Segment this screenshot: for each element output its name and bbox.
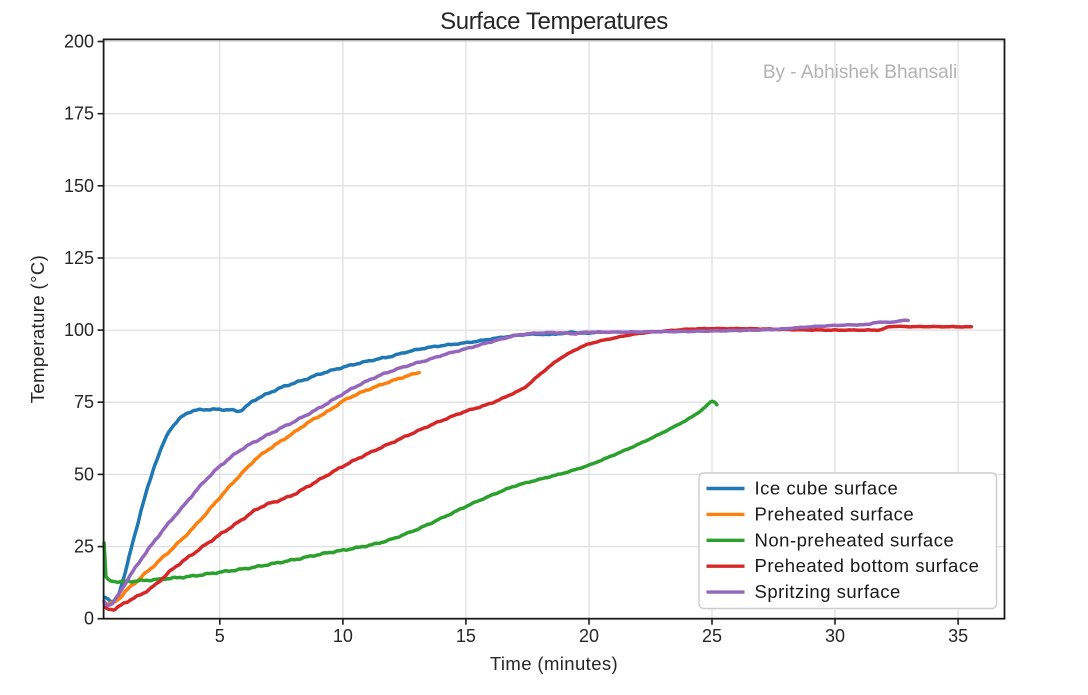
svg-text:125: 125	[64, 248, 94, 268]
svg-text:Preheated bottom surface: Preheated bottom surface	[755, 555, 980, 576]
svg-text:15: 15	[456, 626, 476, 646]
svg-text:150: 150	[64, 176, 94, 196]
svg-text:Temperature (°C): Temperature (°C)	[27, 255, 48, 403]
svg-text:35: 35	[948, 626, 968, 646]
svg-text:0: 0	[84, 609, 94, 629]
svg-text:Spritzing surface: Spritzing surface	[755, 581, 901, 602]
svg-text:75: 75	[74, 392, 94, 412]
svg-text:50: 50	[74, 464, 94, 484]
svg-text:25: 25	[702, 626, 722, 646]
svg-text:Time (minutes): Time (minutes)	[490, 653, 618, 674]
svg-text:100: 100	[64, 320, 94, 340]
svg-text:20: 20	[579, 626, 599, 646]
svg-text:Non-preheated surface: Non-preheated surface	[755, 529, 955, 550]
svg-text:Surface Temperatures: Surface Temperatures	[440, 8, 668, 35]
svg-text:10: 10	[333, 626, 353, 646]
svg-text:25: 25	[74, 537, 94, 557]
svg-text:Preheated surface: Preheated surface	[755, 503, 915, 524]
svg-text:Ice cube surface: Ice cube surface	[755, 478, 899, 499]
svg-text:30: 30	[825, 626, 845, 646]
svg-text:200: 200	[64, 32, 94, 52]
svg-text:175: 175	[64, 104, 94, 124]
svg-text:5: 5	[215, 626, 225, 646]
svg-text:By - Abhishek Bhansali: By - Abhishek Bhansali	[763, 62, 957, 83]
